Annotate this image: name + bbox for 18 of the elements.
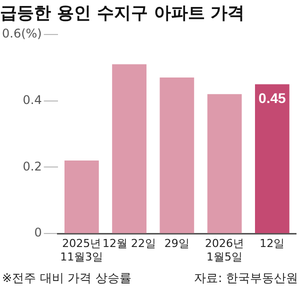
bar xyxy=(255,84,290,234)
bar xyxy=(64,160,99,234)
x-tick-label: 2026년 1월5일 xyxy=(205,237,244,264)
x-tick-label: 12일 xyxy=(260,237,285,250)
y-tick-label: 0.6(%) xyxy=(2,26,42,41)
text: ※전주 대비 가격 상승률 xyxy=(2,270,132,287)
data-label: 0.45 xyxy=(258,90,286,106)
x-tick-label: 29일 xyxy=(164,237,190,250)
y-tick-label: 0.2 xyxy=(22,159,42,174)
bar xyxy=(112,64,146,234)
bar xyxy=(207,94,242,234)
chart-title: 급등한 용인 수지구 아파트 가격 xyxy=(0,4,245,24)
y-tick-label: 0.4 xyxy=(22,92,42,107)
bar xyxy=(160,78,194,234)
y-tick-label: 0 xyxy=(34,226,42,240)
x-tick-label: 2025년 11월3일 xyxy=(60,237,104,264)
x-tick-label: 12월 22일 xyxy=(102,237,156,250)
text: 자료: 한국부동산원 xyxy=(194,270,298,287)
